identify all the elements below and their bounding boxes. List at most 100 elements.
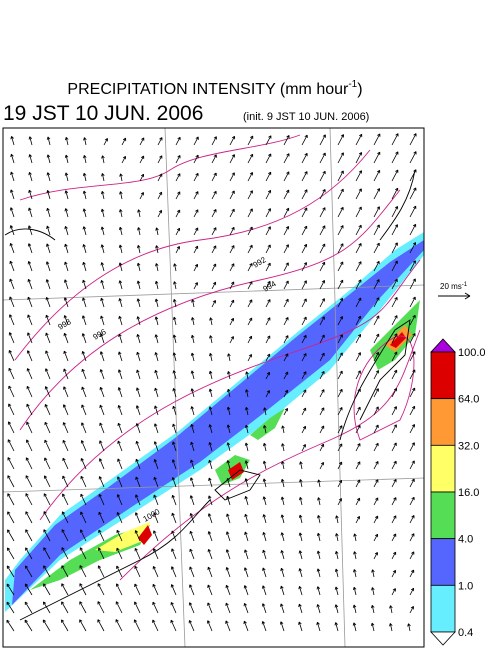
wind-arrow [244,424,249,434]
wind-arrow [319,425,325,434]
wind-arrow [353,569,357,578]
colorbar-under [430,631,456,646]
wind-arrow [27,296,33,308]
wind-arrow [80,511,87,524]
wind-arrow [175,173,181,182]
wind-arrow [225,584,231,596]
wind-arrow [82,297,87,308]
wind-arrow [319,370,325,380]
wind-arrow [24,601,33,614]
wind-arrow [353,533,357,542]
wind-arrow [389,605,393,614]
wind-arrow [10,189,15,200]
wind-arrow [117,405,123,416]
wind-arrow [7,511,15,524]
wind-arrow [115,583,123,596]
wind-arrow [6,601,15,614]
wind-arrow [101,155,105,164]
wind-arrow [172,405,177,416]
wind-arrow [62,422,69,434]
wind-arrow [172,316,177,326]
wind-arrow [262,531,267,542]
wind-arrow [319,298,325,308]
wind-arrow [136,298,141,308]
wind-arrow [209,335,213,344]
wind-arrow [301,389,307,398]
wind-arrow [117,476,123,488]
wind-arrow [193,263,199,272]
wind-arrow [7,421,15,434]
wind-arrow [100,208,105,218]
wind-scale-sup: -1 [462,282,468,288]
wind-arrow [152,601,159,614]
wind-arrow [319,225,326,236]
wind-arrow [301,262,307,272]
wind-arrow [226,460,231,470]
wind-arrow [355,242,362,254]
wind-arrow [24,619,33,632]
wind-arrow [407,623,411,632]
coast [339,319,411,441]
wind-arrow [211,263,217,272]
wind-arrow [175,155,181,164]
wind-arrow [79,565,87,578]
wind-arrow [27,278,33,290]
wind-arrow [170,619,177,632]
wind-arrow [301,152,308,164]
wind-arrow [225,531,231,542]
wind-arrow [301,407,307,416]
wind-arrow [280,550,285,560]
wind-arrow [10,171,15,182]
title-superscript: -1 [348,79,357,90]
wind-arrow [391,242,398,254]
wind-arrow [45,279,51,290]
wind-arrow [172,441,177,452]
wind-arrow [172,388,177,398]
wind-arrow [26,421,33,434]
wind-arrow [25,511,33,524]
wind-arrow [155,227,159,236]
wind-arrow [299,461,303,470]
wind-arrow [319,189,326,200]
wind-arrow [371,587,375,596]
wind-arrow [171,477,177,488]
wind-arrow [316,532,321,542]
wind-arrow [211,190,217,200]
wind-arrow [301,316,307,326]
wind-arrow [44,368,51,380]
wind-arrow [352,622,357,632]
wind-arrow [409,278,416,290]
wind-arrow [136,369,141,380]
wind-arrow [355,497,361,506]
wind-arrow [409,533,415,542]
wind-arrow [80,440,87,452]
wind-arrow [170,601,177,614]
wind-arrow [262,460,267,470]
wind-arrow [301,425,307,434]
wind-arrow [116,547,123,560]
wind-arrow [355,443,361,452]
wind-arrow [26,403,33,416]
wind-arrow [265,280,271,290]
wind-arrow [7,439,15,452]
colorbar-label: 16.0 [458,487,479,499]
wind-arrow [119,191,123,200]
wind-arrow [190,334,195,344]
wind-arrow [265,226,271,236]
wind-arrow [229,281,235,290]
wind-arrow [355,224,362,236]
wind-arrow [134,512,141,524]
wind-arrow [247,226,253,236]
wind-arrow [64,154,69,164]
wind-arrow [63,297,69,308]
wind-arrow [157,137,163,146]
wind-arrow [391,187,399,200]
wind-arrow [208,388,213,398]
wind-arrow [153,530,159,542]
wind-arrow [317,479,321,488]
wind-arrow [226,424,231,434]
wind-arrow [265,335,271,344]
wind-arrow [100,226,105,236]
wind-arrow [391,151,399,164]
rain-red [138,525,152,545]
